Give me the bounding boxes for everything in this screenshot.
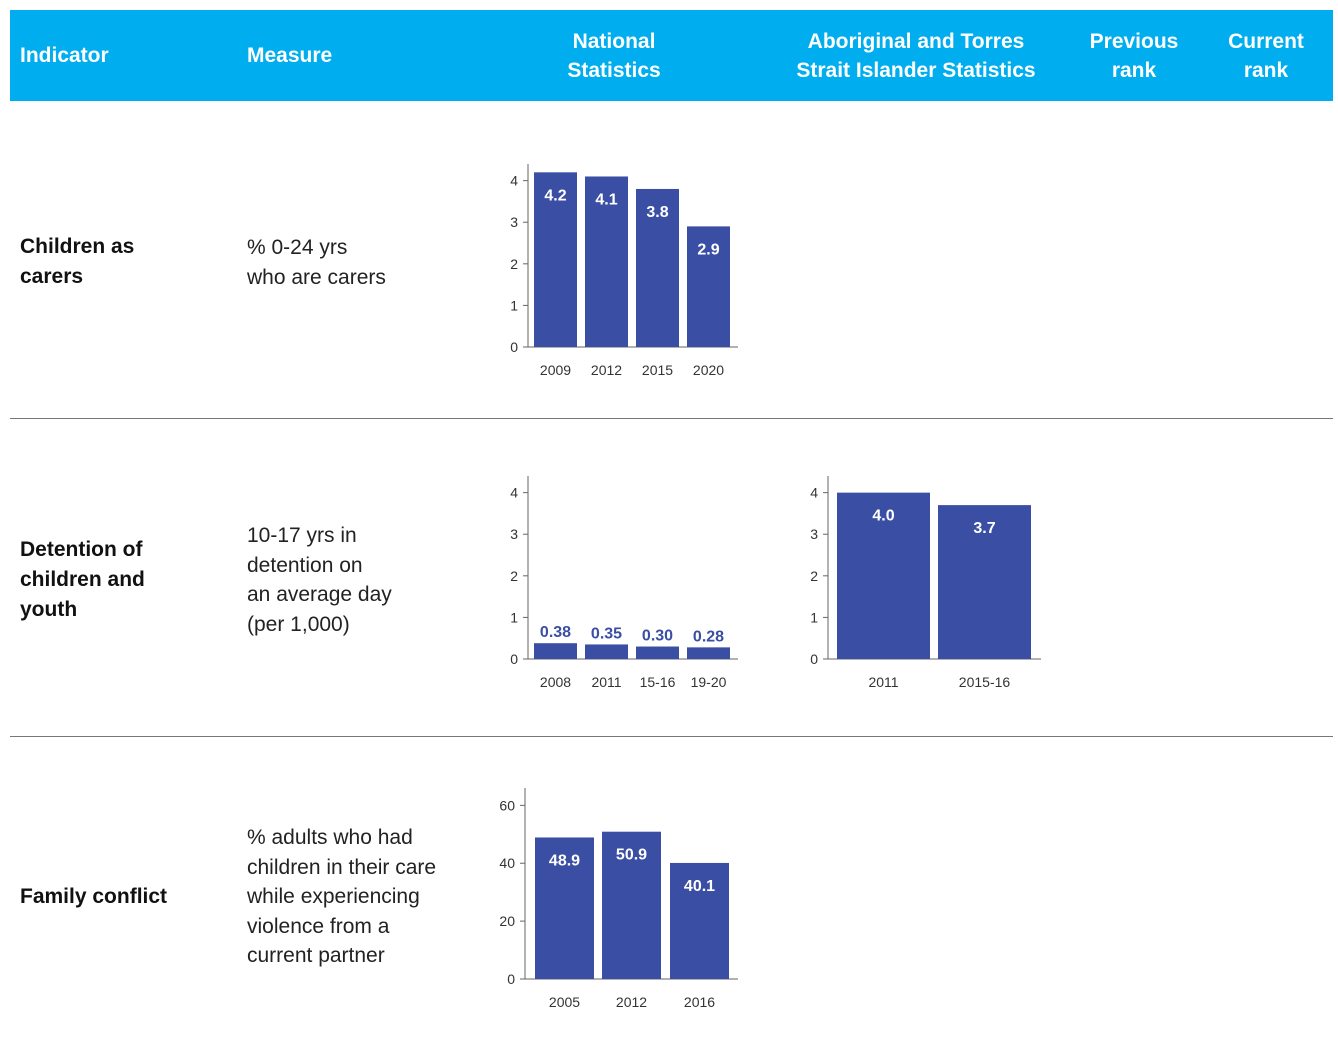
bar xyxy=(670,862,729,979)
bar xyxy=(585,176,628,347)
header-measure: Measure xyxy=(247,44,333,67)
row-divider-2 xyxy=(10,736,1333,737)
x-tick-label: 2012 xyxy=(616,994,647,1010)
chart-detention-national: 0 1 2 3 4 0.38 2008 0.35 2011 0.30 15-16 0.28 19-20 xyxy=(510,476,738,690)
x-tick-label: 2012 xyxy=(591,362,622,378)
x-tick-label: 2015 xyxy=(642,362,673,378)
row-3-indicator: Family conflict xyxy=(20,885,168,908)
y-tick-label: 1 xyxy=(810,609,818,625)
y-tick-label: 3 xyxy=(510,526,518,542)
row-1-indicator: Children as carers xyxy=(20,235,135,288)
bar xyxy=(535,837,594,979)
bar-value-label: 0.35 xyxy=(591,625,622,642)
row-2-measure: 10-17 yrs in detention on an average day… xyxy=(247,524,392,636)
row-3-measure: % adults who had children in their care … xyxy=(247,826,437,967)
row-divider-1 xyxy=(10,418,1333,419)
y-tick-label: 2 xyxy=(810,568,818,584)
x-tick-label: 2011 xyxy=(591,674,621,690)
x-tick-label: 2020 xyxy=(693,362,724,378)
bar-value-label: 40.1 xyxy=(684,878,715,895)
y-tick-label: 0 xyxy=(507,971,515,987)
y-tick-label: 2 xyxy=(510,568,518,584)
table-header: Indicator Measure National Statistics Ab… xyxy=(10,10,1333,101)
bar-value-label: 50.9 xyxy=(616,847,647,864)
bar xyxy=(687,226,730,347)
chart-carers-national: 0 1 2 3 4 4.2 2009 4.1 2012 3.8 2015 2.9 2020 xyxy=(510,164,738,378)
chart-family-conflict-national: 0 20 40 60 48.9 2005 50.9 2012 40.1 2016 xyxy=(499,788,738,1010)
bar xyxy=(585,644,628,659)
bar xyxy=(602,831,661,979)
row-2-indicator: Detention of children and youth xyxy=(20,538,145,621)
bar-value-label: 4.2 xyxy=(544,187,566,204)
x-tick-label: 2016 xyxy=(684,994,715,1010)
header-national-statistics: National Statistics xyxy=(567,29,661,82)
y-tick-label: 0 xyxy=(510,651,518,667)
bar-value-label: 4.0 xyxy=(872,508,894,525)
bar-value-label: 48.9 xyxy=(549,852,580,869)
bar xyxy=(687,647,730,659)
bar-value-label: 0.38 xyxy=(540,624,571,641)
x-tick-label: 2008 xyxy=(540,674,571,690)
header-current-rank: Current rank xyxy=(1228,29,1304,82)
bar xyxy=(534,643,577,659)
bar-value-label: 4.1 xyxy=(595,191,617,208)
bar xyxy=(534,172,577,347)
header-aboriginal-statistics: Aboriginal and Torres Strait Islander St… xyxy=(796,29,1036,82)
bar-value-label: 3.7 xyxy=(973,520,995,537)
x-tick-label: 19-20 xyxy=(691,674,727,690)
y-tick-label: 1 xyxy=(510,609,518,625)
bar-value-label: 0.28 xyxy=(693,628,724,645)
y-tick-label: 1 xyxy=(510,297,518,313)
row-1-measure: % 0-24 yrs who are carers xyxy=(247,236,386,289)
bar xyxy=(636,188,679,347)
y-tick-label: 3 xyxy=(510,214,518,230)
x-tick-label: 2009 xyxy=(540,362,571,378)
y-tick-label: 60 xyxy=(499,797,515,813)
y-tick-label: 2 xyxy=(510,256,518,272)
y-tick-label: 3 xyxy=(810,526,818,542)
bar xyxy=(837,492,930,659)
y-tick-label: 4 xyxy=(810,485,818,501)
y-tick-label: 4 xyxy=(510,173,518,189)
y-tick-label: 40 xyxy=(499,855,515,871)
header-indicator: Indicator xyxy=(20,44,109,67)
header-previous-rank: Previous rank xyxy=(1089,29,1179,82)
bar xyxy=(938,505,1031,659)
x-tick-label: 15-16 xyxy=(640,674,676,690)
bar-value-label: 3.8 xyxy=(646,204,668,221)
y-tick-label: 4 xyxy=(510,485,518,501)
x-tick-label: 2015-16 xyxy=(959,674,1011,690)
x-tick-label: 2005 xyxy=(549,994,580,1010)
chart-detention-aboriginal: 0 1 2 3 4 4.0 2011 3.7 2015-16 xyxy=(810,476,1041,690)
y-tick-label: 20 xyxy=(499,913,515,929)
bar xyxy=(636,646,679,659)
bar-value-label: 2.9 xyxy=(697,241,719,258)
y-tick-label: 0 xyxy=(510,339,518,355)
bar-value-label: 0.30 xyxy=(642,628,673,645)
y-tick-label: 0 xyxy=(810,651,818,667)
x-tick-label: 2011 xyxy=(868,674,898,690)
